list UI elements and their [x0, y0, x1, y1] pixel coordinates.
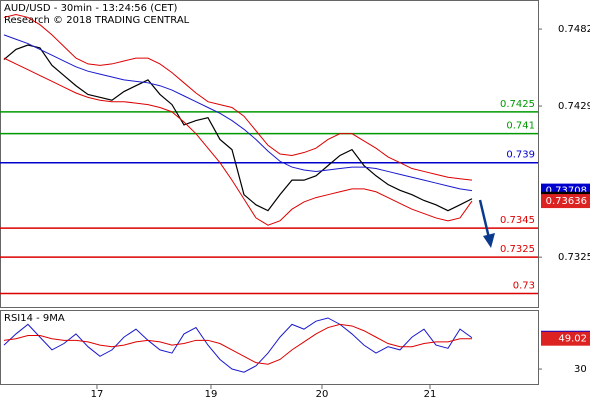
x-tick-label: 19	[205, 389, 218, 400]
rsi-line	[3, 317, 473, 373]
x-tick-label: 17	[91, 389, 104, 400]
y-tick-label: 30	[574, 364, 587, 375]
level-label: 0.741	[506, 121, 535, 132]
chart-title: AUD/USD - 30min - 13:24:56 (CET)	[4, 3, 178, 14]
indicator-line	[3, 57, 473, 226]
price-panel-frame	[0, 0, 539, 308]
level-label: 0.739	[506, 150, 535, 161]
last-value-box	[541, 331, 590, 346]
y-tick-label: 0.7429	[558, 101, 590, 112]
rsi-line	[3, 323, 472, 365]
level-label: 0.7325	[500, 244, 535, 255]
level-label: 0.73	[513, 280, 535, 291]
x-tick-label: 20	[316, 389, 329, 400]
last-value-label: 0.73708	[546, 186, 587, 197]
last-value-label: 49.02	[558, 334, 587, 345]
chart-subtitle: Research © 2018 TRADING CENTRAL	[4, 15, 190, 26]
level-label: 0.7425	[500, 99, 535, 110]
y-tick-label: 0.7325	[558, 252, 590, 263]
level-label: 0.7345	[500, 215, 535, 226]
indicator-line	[3, 34, 473, 192]
rsi-title: RSI14 - 9MA	[4, 313, 65, 324]
x-tick-label: 21	[424, 389, 437, 400]
price-line	[3, 44, 473, 212]
rsi-panel-frame	[0, 310, 539, 385]
arrow-head	[483, 233, 495, 248]
forecast-arrow	[478, 199, 495, 248]
y-tick-label: 0.7482	[558, 24, 590, 35]
last-value-label: 0.73636	[546, 196, 587, 207]
arrow-shaft	[478, 199, 491, 239]
indicator-line	[3, 14, 473, 181]
last-value-box	[541, 194, 590, 209]
